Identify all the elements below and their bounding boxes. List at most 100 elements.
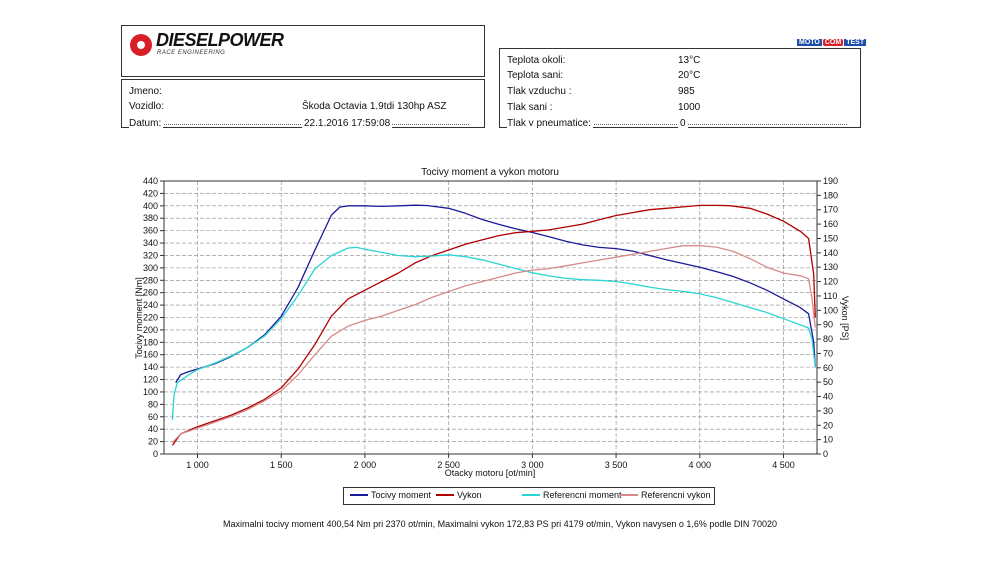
y2-tick-label: 110 (823, 291, 837, 301)
legend-label-torque: Tocivy moment (371, 490, 432, 500)
series-line-power (171, 204, 816, 446)
y-tick-label: 60 (148, 412, 158, 422)
ambient-temp-value: 13°C (678, 55, 701, 66)
legend-swatch-power (436, 494, 454, 496)
y-tick-label: 360 (143, 226, 158, 236)
y-tick-label: 160 (143, 350, 158, 360)
y-tick-label: 380 (143, 213, 158, 223)
y-tick-label: 280 (143, 275, 158, 285)
conditions-box (499, 48, 861, 128)
legend-item-ref-torque: Referencni moment (522, 490, 622, 500)
x-tick-label: 1 000 (186, 460, 209, 470)
y-tick-label: 220 (143, 313, 158, 323)
legend-item-ref-power: Referencni vykon (620, 490, 711, 500)
x-tick-label: 3 500 (605, 460, 628, 470)
y-tick-label: 320 (143, 250, 158, 260)
y2-tick-label: 150 (823, 233, 838, 243)
y2-tick-label: 140 (823, 248, 838, 258)
legend-label-ref-power: Referencni vykon (641, 490, 711, 500)
y-tick-label: 40 (148, 424, 158, 434)
x-tick-label: 4 000 (689, 460, 712, 470)
y-tick-label: 0 (153, 449, 158, 459)
air-pressure-value: 985 (678, 86, 695, 97)
x-tick-label: 2 500 (437, 460, 460, 470)
series-line-ref-power (171, 245, 816, 443)
vehicle-model-label: Vozidlo: (129, 101, 165, 112)
x-tick-label: 2 000 (354, 460, 377, 470)
y-tick-label: 140 (143, 362, 158, 372)
legend-item-power: Vykon (436, 490, 482, 500)
y2-tick-label: 180 (823, 190, 838, 200)
legend-swatch-ref-torque (522, 494, 540, 496)
y-tick-label: 440 (143, 176, 158, 186)
y-tick-label: 300 (143, 263, 158, 273)
y-axis-label: Tocivy moment [Nm] (134, 277, 144, 359)
y-tick-label: 400 (143, 201, 158, 211)
y-tick-label: 120 (143, 375, 158, 385)
chart-legend: Tocivy moment Vykon Referencni moment Re… (343, 487, 715, 505)
tire-pressure-value: 0 (678, 118, 688, 129)
date-row-line (129, 124, 469, 125)
legend-item-torque: Tocivy moment (350, 490, 431, 500)
x-tick-label: 1 500 (270, 460, 293, 470)
ambient-temp-label: Teplota okoli: (507, 55, 566, 66)
legend-swatch-ref-power (620, 494, 638, 496)
y2-tick-label: 70 (823, 348, 833, 358)
logo-box (121, 25, 485, 77)
vehicle-name-label: Jmeno: (129, 86, 162, 97)
series-line-torque (175, 204, 816, 383)
y-tick-label: 200 (143, 325, 158, 335)
date-label: Datum: (129, 118, 164, 129)
badge-part-3: TEST (844, 39, 867, 46)
y2-tick-label: 60 (823, 363, 833, 373)
y2-tick-label: 130 (823, 262, 838, 272)
y-tick-label: 240 (143, 300, 158, 310)
logo-text: DIESELPOWER (156, 30, 284, 50)
y2-tick-label: 30 (823, 406, 833, 416)
y-tick-label: 180 (143, 337, 158, 347)
y2-tick-label: 190 (823, 176, 838, 186)
legend-label-ref-torque: Referencni moment (543, 490, 622, 500)
y2-tick-label: 10 (823, 435, 833, 445)
grid (164, 181, 817, 454)
x-tick-label: 4 500 (772, 460, 795, 470)
y2-tick-label: 20 (823, 420, 833, 430)
y2-tick-label: 120 (823, 277, 838, 287)
badge-part-1: MOTO (797, 39, 822, 46)
y2-tick-label: 80 (823, 334, 833, 344)
x-tick-label: 3 000 (521, 460, 544, 470)
logo-subtitle: RACE ENGINEERING (157, 50, 226, 56)
date-value: 22.1.2016 17:59:08 (302, 118, 393, 129)
y-tick-label: 80 (148, 399, 158, 409)
legend-swatch-torque (350, 494, 368, 496)
tire-pressure-row-line (507, 124, 847, 125)
y-tick-label: 340 (143, 238, 158, 248)
motocomtest-badge: MOTO COM TEST (797, 39, 867, 46)
series (171, 204, 816, 446)
y-tick-label: 420 (143, 188, 158, 198)
y-tick-label: 20 (148, 437, 158, 447)
y2-tick-label: 160 (823, 219, 838, 229)
y2-tick-label: 170 (823, 205, 838, 215)
axes: 0 20 40 60 80 100 120 140 160 180 200 220 240 260 280 3… (143, 176, 838, 470)
intake-pressure-value: 1000 (678, 102, 701, 113)
air-pressure-label: Tlak vzduchu : (507, 86, 572, 97)
y2-axis-label: Vykon [PS] (840, 296, 850, 340)
summary-text: Maximalni tocivy moment 400,54 Nm pri 23… (223, 519, 777, 529)
y2-tick-label: 100 (823, 305, 838, 315)
intake-pressure-label: Tlak sani : (507, 102, 553, 113)
y-tick-label: 260 (143, 288, 158, 298)
vehicle-model-value: Škoda Octavia 1.9tdi 130hp ASZ (302, 101, 447, 112)
y2-tick-label: 50 (823, 377, 833, 387)
legend-label-power: Vykon (457, 490, 482, 500)
tire-pressure-label: Tlak v pneumatice: (507, 118, 593, 129)
badge-part-2: COM (822, 39, 844, 46)
intake-temp-label: Teplota sani: (507, 70, 564, 81)
y2-tick-label: 90 (823, 320, 833, 330)
intake-temp-value: 20°C (678, 70, 701, 81)
y2-tick-label: 40 (823, 392, 833, 402)
chart-title: Tocivy moment a vykon motoru (421, 167, 559, 178)
brand-logo: DIESELPOWER RACE ENGINEERING (130, 30, 290, 62)
turbo-logo-icon (130, 34, 152, 56)
